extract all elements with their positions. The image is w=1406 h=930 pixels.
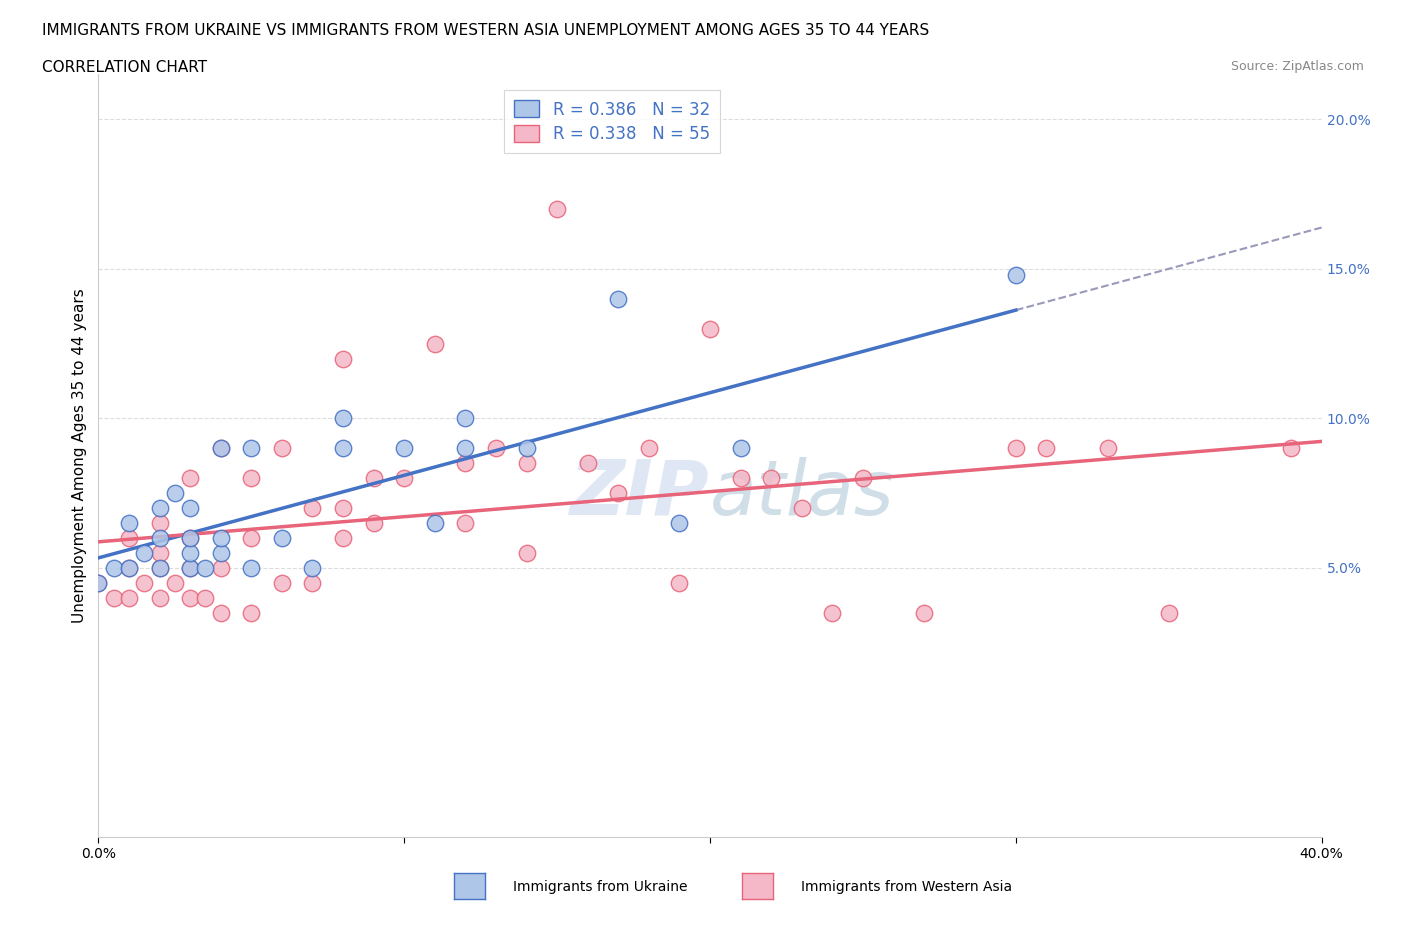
Point [668, 515, 690, 530]
Point [270, 530, 292, 545]
Point [912, 605, 935, 620]
Point [118, 561, 141, 576]
Point [209, 441, 232, 456]
Point [118, 591, 141, 605]
Legend: R = 0.386   N = 32, R = 0.338   N = 55: R = 0.386 N = 32, R = 0.338 N = 55 [505, 90, 720, 153]
Point [149, 561, 172, 576]
Point [363, 515, 385, 530]
Point [209, 605, 232, 620]
Point [270, 576, 292, 591]
Point [179, 530, 201, 545]
Text: atlas: atlas [710, 457, 894, 531]
Point [179, 530, 201, 545]
Point [179, 561, 201, 576]
Point [1279, 441, 1302, 456]
Point [576, 456, 599, 471]
Point [179, 471, 201, 485]
Text: IMMIGRANTS FROM UKRAINE VS IMMIGRANTS FROM WESTERN ASIA UNEMPLOYMENT AMONG AGES : IMMIGRANTS FROM UKRAINE VS IMMIGRANTS FR… [42, 23, 929, 38]
Point [1035, 441, 1057, 456]
Point [363, 471, 385, 485]
Point [1157, 605, 1180, 620]
Point [118, 561, 141, 576]
Point [194, 561, 217, 576]
Point [149, 500, 172, 515]
Point [332, 500, 354, 515]
Point [485, 441, 508, 456]
Point [270, 441, 292, 456]
Point [759, 471, 782, 485]
Point [454, 441, 477, 456]
Text: CORRELATION CHART: CORRELATION CHART [42, 60, 207, 75]
Point [240, 561, 263, 576]
Point [332, 411, 354, 426]
Point [699, 321, 721, 336]
Point [852, 471, 875, 485]
Point [301, 576, 323, 591]
Point [454, 411, 477, 426]
Point [149, 515, 172, 530]
Point [209, 441, 232, 456]
Point [118, 530, 141, 545]
Point [149, 591, 172, 605]
Point [209, 530, 232, 545]
Point [301, 561, 323, 576]
Point [240, 605, 263, 620]
Point [240, 530, 263, 545]
Point [730, 471, 752, 485]
Point [516, 456, 538, 471]
Point [240, 471, 263, 485]
Point [454, 515, 477, 530]
Point [392, 441, 416, 456]
Point [668, 576, 690, 591]
Point [790, 500, 813, 515]
Point [103, 591, 125, 605]
Point [454, 456, 477, 471]
Point [134, 576, 156, 591]
Point [149, 530, 172, 545]
Point [332, 530, 354, 545]
Point [149, 546, 172, 561]
Point [163, 485, 186, 500]
Point [179, 546, 201, 561]
Point [821, 605, 844, 620]
Point [1004, 267, 1026, 282]
Point [209, 546, 232, 561]
Point [1097, 441, 1119, 456]
Point [637, 441, 661, 456]
Point [730, 441, 752, 456]
Point [134, 546, 156, 561]
Point [179, 591, 201, 605]
Y-axis label: Unemployment Among Ages 35 to 44 years: Unemployment Among Ages 35 to 44 years [72, 288, 87, 623]
Text: Immigrants from Western Asia: Immigrants from Western Asia [801, 880, 1012, 894]
Point [332, 441, 354, 456]
Point [87, 576, 110, 591]
Point [392, 471, 416, 485]
Point [546, 202, 568, 217]
Text: ZIP: ZIP [571, 457, 710, 531]
Point [240, 441, 263, 456]
Point [516, 441, 538, 456]
Point [163, 576, 186, 591]
Point [194, 591, 217, 605]
Text: Source: ZipAtlas.com: Source: ZipAtlas.com [1230, 60, 1364, 73]
Point [179, 500, 201, 515]
Point [149, 561, 172, 576]
Point [1004, 441, 1026, 456]
Point [301, 500, 323, 515]
Point [607, 291, 630, 306]
Point [607, 485, 630, 500]
Point [423, 515, 446, 530]
Point [332, 351, 354, 365]
Point [423, 336, 446, 351]
Point [209, 561, 232, 576]
Point [87, 576, 110, 591]
Point [179, 561, 201, 576]
Point [103, 561, 125, 576]
Text: Immigrants from Ukraine: Immigrants from Ukraine [513, 880, 688, 894]
Point [118, 515, 141, 530]
Point [516, 546, 538, 561]
